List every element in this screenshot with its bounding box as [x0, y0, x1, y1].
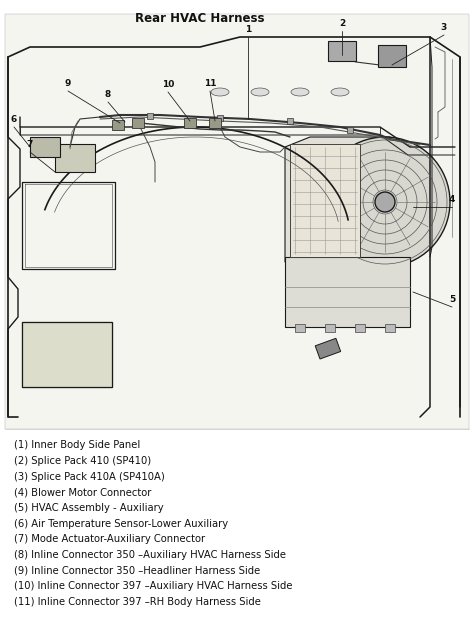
Text: 2: 2	[339, 19, 345, 28]
Bar	[184, 118, 196, 128]
Text: 10: 10	[162, 80, 174, 89]
Bar	[347, 127, 353, 133]
Circle shape	[375, 192, 395, 212]
Bar	[378, 45, 406, 67]
Text: 8: 8	[105, 90, 111, 99]
Polygon shape	[285, 257, 410, 327]
Ellipse shape	[291, 88, 309, 96]
Text: Rear HVAC Harness: Rear HVAC Harness	[135, 12, 265, 25]
Bar	[325, 324, 335, 332]
Bar	[287, 118, 293, 124]
Polygon shape	[285, 137, 410, 272]
Bar	[295, 324, 305, 332]
Bar	[385, 324, 395, 332]
Text: (8) Inline Connector 350 –Auxiliary HVAC Harness Side: (8) Inline Connector 350 –Auxiliary HVAC…	[15, 550, 286, 560]
Text: (10) Inline Connector 397 –Auxiliary HVAC Harness Side: (10) Inline Connector 397 –Auxiliary HVA…	[15, 581, 293, 591]
Ellipse shape	[331, 88, 349, 96]
Text: (5) HVAC Assembly - Auxiliary: (5) HVAC Assembly - Auxiliary	[15, 503, 164, 513]
Text: 1: 1	[245, 25, 251, 34]
Text: (6) Air Temperature Sensor-Lower Auxiliary: (6) Air Temperature Sensor-Lower Auxilia…	[15, 519, 228, 529]
Circle shape	[320, 137, 450, 267]
Bar	[5, 14, 469, 429]
Text: 9: 9	[65, 79, 71, 88]
Bar	[355, 324, 365, 332]
Bar	[112, 120, 124, 130]
Bar	[147, 113, 153, 119]
Text: (2) Splice Pack 410 (SP410): (2) Splice Pack 410 (SP410)	[15, 456, 152, 466]
Text: 6: 6	[11, 115, 17, 124]
Text: 3: 3	[441, 23, 447, 32]
Bar	[209, 118, 221, 128]
Text: (4) Blower Motor Connector: (4) Blower Motor Connector	[15, 487, 152, 497]
Bar	[22, 322, 112, 387]
Bar	[132, 118, 144, 128]
Ellipse shape	[251, 88, 269, 96]
Text: (3) Splice Pack 410A (SP410A): (3) Splice Pack 410A (SP410A)	[15, 472, 165, 482]
Bar	[315, 339, 341, 359]
Text: 11: 11	[204, 79, 216, 88]
Ellipse shape	[211, 88, 229, 96]
Text: (9) Inline Connector 350 –Headliner Harness Side: (9) Inline Connector 350 –Headliner Harn…	[15, 566, 261, 576]
Bar	[30, 137, 60, 157]
Polygon shape	[290, 144, 360, 257]
Text: (11) Inline Connector 397 –RH Body Harness Side: (11) Inline Connector 397 –RH Body Harne…	[15, 597, 261, 607]
Text: 7: 7	[27, 140, 33, 149]
Text: 5: 5	[449, 295, 455, 304]
Bar	[217, 115, 223, 121]
Bar	[55, 144, 95, 172]
Text: (1) Inner Body Side Panel: (1) Inner Body Side Panel	[15, 440, 141, 450]
Text: 4: 4	[449, 195, 455, 204]
Bar	[328, 41, 356, 61]
Text: (7) Mode Actuator-Auxiliary Connector: (7) Mode Actuator-Auxiliary Connector	[15, 534, 206, 544]
